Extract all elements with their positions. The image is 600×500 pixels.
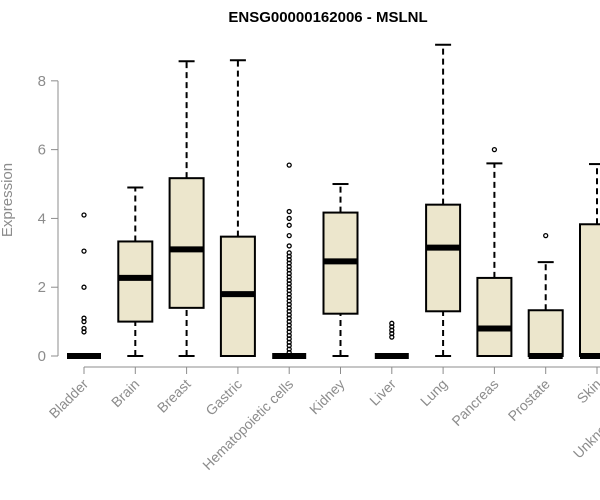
y-axis-label: Expression (0, 163, 16, 237)
box-iqr (476, 276, 513, 357)
outlier-point (81, 212, 87, 218)
outlier-point (543, 232, 549, 239)
outlier-point (286, 162, 292, 168)
x-tick-label: Lung (417, 376, 450, 409)
x-tick-label: Brain (108, 376, 142, 410)
outlier-point (286, 215, 292, 222)
outlier-point (286, 243, 292, 249)
box-series (67, 43, 600, 359)
chart-title: ENSG00000162006 - MSLNL (228, 9, 427, 26)
box-gastric (219, 59, 256, 357)
y-axis: 0 2 4 6 8 (38, 73, 59, 365)
box-iqr (579, 223, 600, 357)
x-tick-label: Pancreas (448, 376, 501, 429)
box-skin (579, 163, 600, 359)
outlier-point (81, 315, 87, 321)
box-breast (168, 60, 205, 357)
outlier-point (81, 248, 87, 254)
x-tick-label: Breast (154, 376, 194, 416)
x-tick-label: Skin (574, 376, 600, 407)
box-pancreas (476, 146, 513, 357)
outlier-point (286, 222, 292, 228)
outlier-point (286, 208, 292, 215)
y-tick-label: 6 (38, 142, 46, 159)
y-tick-label: 8 (38, 73, 46, 90)
box-bladder (67, 212, 101, 359)
box-kidney (322, 183, 359, 357)
outlier-point (491, 146, 498, 153)
box-iqr (527, 309, 564, 357)
outlier-point (81, 325, 87, 332)
x-tick-label: Prostate (505, 376, 553, 424)
x-tick-label: Kidney (306, 376, 348, 418)
outlier-point (286, 250, 292, 256)
box-hematopoietic-cells (272, 162, 307, 359)
x-tick-label: Gastric (202, 376, 245, 419)
box-iqr (425, 203, 462, 313)
y-tick-label: 4 (38, 210, 46, 227)
outlier-point (81, 284, 87, 290)
y-tick-label: 2 (38, 279, 46, 296)
box-iqr (117, 240, 154, 323)
x-tick-label: Hematopoietic cells (199, 376, 296, 473)
x-tick-label: Bladder (46, 376, 92, 422)
y-tick-label: 0 (38, 348, 46, 365)
outlier-point (286, 232, 292, 239)
box-brain (117, 186, 154, 357)
x-tick-label: Liver (366, 376, 399, 409)
box-prostate (527, 232, 564, 359)
box-liver (374, 320, 409, 359)
box-lung (425, 43, 462, 357)
outlier-point (389, 320, 395, 326)
box-iqr (168, 177, 205, 309)
